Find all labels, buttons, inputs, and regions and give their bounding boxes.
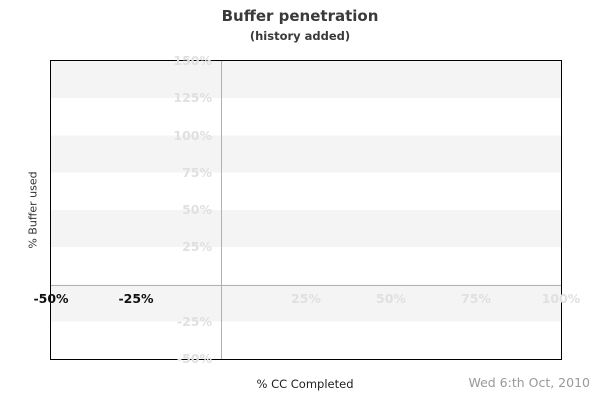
zero-x-gridline xyxy=(221,61,222,359)
y-tick-label: 25% xyxy=(182,239,212,254)
y-tick-label: 100% xyxy=(173,127,212,143)
x-tick-label: -25% xyxy=(118,290,154,306)
x-tick-label: -50% xyxy=(33,290,69,306)
x-tick-label: 75% xyxy=(461,290,491,306)
y-tick-label: 150% xyxy=(173,52,212,68)
y-tick-label: -25% xyxy=(176,313,212,329)
chart-subtitle: (history added) xyxy=(249,29,351,43)
chart-title: Buffer penetration xyxy=(221,7,379,25)
x-axis-title: % CC Completed xyxy=(256,377,354,391)
y-tick-label: 125% xyxy=(173,90,212,105)
zero-y-gridline xyxy=(51,284,561,286)
x-tick-label: 50% xyxy=(376,290,406,306)
y-tick-label: -50% xyxy=(176,350,212,366)
date-label: Wed 6:th Oct, 2010 xyxy=(468,375,590,390)
x-tick-label: 100% xyxy=(541,290,581,306)
y-axis-title: % Buffer used xyxy=(26,171,40,249)
plot-area: 150% 125% 100% 75% 50% 25% -25% -50% -50% -25% 25%… xyxy=(33,54,580,364)
y-tick-label: 50% xyxy=(182,201,212,217)
y-tick-label: 75% xyxy=(182,164,212,180)
x-tick-label: 25% xyxy=(291,290,321,306)
